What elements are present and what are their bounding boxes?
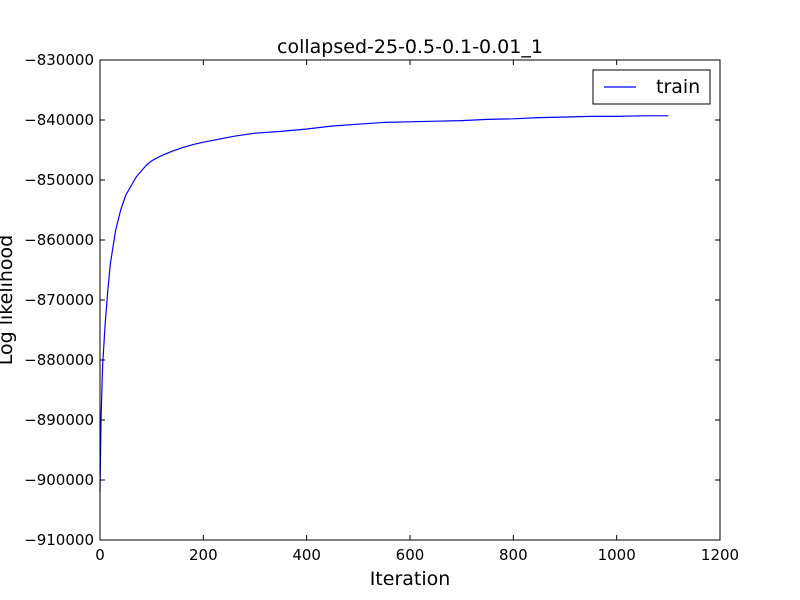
x-tick-label: 800 xyxy=(499,546,528,564)
y-tick-label: −860000 xyxy=(24,231,94,249)
y-tick-label: −890000 xyxy=(24,411,94,429)
y-tick-label: −910000 xyxy=(24,531,94,549)
y-axis-title: Log likelihood xyxy=(0,235,17,365)
chart-title: collapsed-25-0.5-0.1-0.01_1 xyxy=(277,36,543,58)
y-axis-ticks: −830000 −840000 −850000 −860000 −870000 −8800… xyxy=(24,51,720,549)
y-tick-label: −870000 xyxy=(24,291,94,309)
legend-label-train: train xyxy=(656,76,700,98)
series-line-train xyxy=(99,115,669,493)
y-tick-label: −840000 xyxy=(24,111,94,129)
x-tick-label: 1200 xyxy=(701,546,739,564)
y-tick-label: −830000 xyxy=(24,51,94,69)
x-axis-ticks: 0 200 400 600 800 1000 1200 xyxy=(95,60,739,564)
x-tick-label: 400 xyxy=(292,546,321,564)
x-tick-label: 200 xyxy=(189,546,218,564)
x-tick-label: 600 xyxy=(396,546,425,564)
x-tick-label: 1000 xyxy=(598,546,636,564)
y-tick-label: −900000 xyxy=(24,471,94,489)
y-tick-label: −850000 xyxy=(24,171,94,189)
y-tick-label: −880000 xyxy=(24,351,94,369)
legend: train xyxy=(592,69,711,105)
series-layer xyxy=(99,115,669,493)
x-tick-label: 0 xyxy=(95,546,105,564)
plot-area xyxy=(100,60,720,540)
x-axis-title: Iteration xyxy=(370,568,451,590)
